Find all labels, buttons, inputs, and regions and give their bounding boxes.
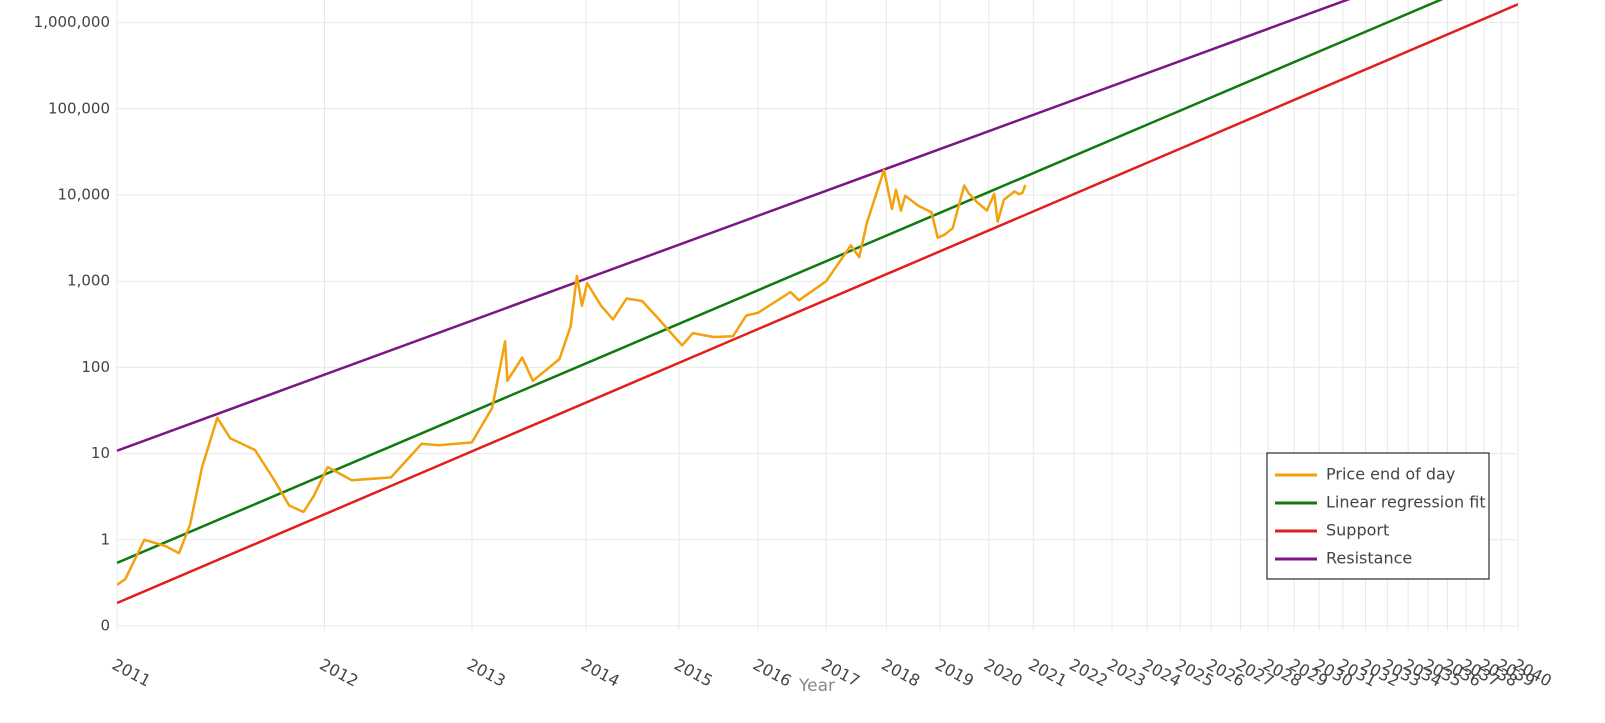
y-tick-label: 100,000	[48, 99, 110, 117]
series-line	[117, 0, 1351, 452]
legend-label: Linear regression fit	[1326, 493, 1486, 512]
x-tick-label: 2011	[109, 655, 154, 691]
x-tick-label: 2019	[932, 655, 977, 691]
x-tick-label: 2021	[1025, 655, 1070, 691]
series-line	[117, 3, 1518, 605]
y-tick-label: 1,000,000	[34, 13, 110, 31]
x-tick-label: 2040	[1510, 655, 1555, 691]
y-tick-label: 0	[100, 617, 110, 635]
x-tick-label: 2013	[464, 655, 509, 691]
x-tick-label: 2020	[981, 655, 1026, 691]
y-tick-label: 10,000	[58, 185, 111, 203]
legend-label: Support	[1326, 521, 1389, 540]
x-tick-label: 2012	[316, 655, 361, 691]
legend-label: Price end of day	[1326, 465, 1455, 484]
axes: 0 1 10 100 1,000 10,000 100,000 1,000,000 2011 20…	[34, 13, 1555, 691]
legend: Price end of day Linear regression fit Sup…	[1266, 452, 1490, 580]
x-tick-label: 2018	[878, 655, 923, 691]
y-tick-label: 1,000	[67, 272, 110, 290]
y-tick-label: 1	[100, 530, 110, 548]
x-tick-label: 2016	[750, 655, 795, 691]
series-line	[117, 168, 1027, 586]
y-tick-label: 100	[81, 358, 110, 376]
x-tick-label: 2014	[578, 655, 623, 691]
series-line	[117, 0, 1444, 565]
x-tick-label: 2015	[671, 655, 716, 691]
x-tick-label: 2022	[1066, 655, 1111, 691]
legend-label: Resistance	[1326, 549, 1412, 568]
y-tick-label: 10	[91, 444, 110, 462]
x-axis-title: Year	[798, 676, 835, 696]
plot-area	[117, 0, 1518, 605]
grid	[116, 0, 1519, 630]
